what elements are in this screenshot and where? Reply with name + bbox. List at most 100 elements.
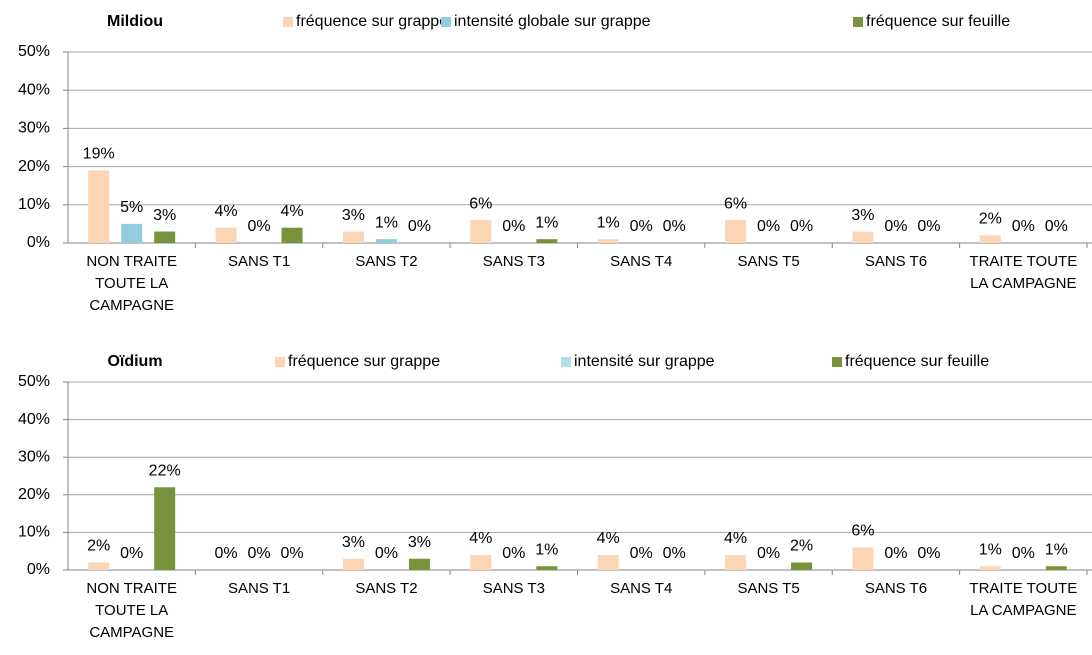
bar — [342, 558, 364, 570]
bar — [470, 554, 492, 570]
value-label: 3% — [408, 534, 431, 551]
bar — [470, 220, 492, 243]
bar — [375, 239, 397, 243]
value-label: 0% — [502, 545, 525, 562]
bar — [154, 487, 176, 570]
value-label: 0% — [281, 545, 304, 562]
bar — [121, 223, 143, 243]
x-tick-label: SANS T3 — [482, 253, 545, 270]
chart-title: Mildiou — [107, 13, 163, 30]
value-label: 1% — [597, 214, 620, 231]
value-label: 19% — [83, 146, 115, 163]
x-tick-label: TRAITE TOUTE LA CAMPAGNE — [969, 580, 1078, 619]
legend-label: intensité sur grappe — [574, 353, 715, 370]
value-label: 1% — [535, 214, 558, 231]
value-label: 5% — [120, 199, 143, 216]
y-tick-label: 20% — [18, 486, 50, 503]
bar — [979, 235, 1001, 243]
value-label: 0% — [248, 218, 271, 235]
bar — [88, 562, 110, 570]
x-tick-label: SANS T2 — [355, 253, 418, 270]
x-tick-label: SANS T4 — [610, 253, 673, 270]
value-label: 0% — [663, 545, 686, 562]
value-label: 22% — [149, 462, 181, 479]
legend-swatch — [832, 357, 842, 367]
x-tick-label: SANS T5 — [737, 253, 800, 270]
legend-swatch — [275, 357, 285, 367]
y-tick-label: 30% — [18, 120, 50, 137]
value-label: 0% — [884, 545, 907, 562]
bar — [408, 558, 430, 570]
legend-swatch — [441, 17, 451, 27]
value-label: 2% — [979, 211, 1002, 228]
value-label: 0% — [917, 218, 940, 235]
legend-swatch — [853, 17, 863, 27]
legend-swatch — [561, 357, 571, 367]
x-tick-label: NON TRAITE TOUTE LA CAMPAGNE — [86, 253, 177, 314]
chart-title: Oïdium — [107, 353, 162, 370]
y-tick-label: 50% — [18, 43, 50, 60]
value-label: 0% — [248, 545, 271, 562]
x-tick-label: SANS T6 — [864, 253, 928, 270]
value-label: 4% — [724, 530, 747, 547]
x-tick-label: SANS T4 — [610, 580, 673, 597]
x-tick-label: SANS T1 — [227, 253, 291, 270]
bar — [536, 239, 558, 243]
bar — [725, 220, 747, 243]
value-label: 0% — [215, 545, 238, 562]
value-label: 4% — [597, 530, 620, 547]
value-label: 3% — [342, 207, 365, 224]
bar — [725, 554, 747, 570]
x-tick-label: TRAITE TOUTE LA CAMPAGNE — [969, 253, 1078, 292]
value-label: 2% — [87, 538, 110, 555]
legend-label: fréquence sur feuille — [866, 13, 1010, 30]
bar — [852, 231, 874, 243]
y-tick-label: 40% — [18, 81, 50, 98]
value-label: 0% — [757, 545, 780, 562]
value-label: 0% — [884, 218, 907, 235]
bar — [852, 547, 874, 570]
bar — [88, 170, 110, 243]
value-label: 0% — [120, 545, 143, 562]
value-label: 0% — [917, 545, 940, 562]
bar — [597, 239, 619, 243]
bar — [1045, 566, 1067, 570]
y-tick-label: 10% — [18, 524, 50, 541]
x-tick-label: SANS T6 — [864, 580, 928, 597]
value-label: 0% — [1045, 218, 1068, 235]
y-tick-label: 50% — [18, 373, 50, 390]
value-label: 0% — [1012, 218, 1035, 235]
value-label: 0% — [790, 218, 813, 235]
value-label: 0% — [408, 218, 431, 235]
value-label: 0% — [375, 545, 398, 562]
value-label: 6% — [724, 195, 747, 212]
y-tick-label: 0% — [27, 561, 50, 578]
value-label: 0% — [663, 218, 686, 235]
value-label: 1% — [979, 541, 1002, 558]
bar — [791, 562, 813, 570]
bar — [342, 231, 364, 243]
y-tick-label: 10% — [18, 196, 50, 213]
legend-swatch — [283, 17, 293, 27]
x-tick-label: SANS T2 — [355, 580, 418, 597]
legend-label: fréquence sur grappe — [296, 13, 448, 30]
value-label: 4% — [281, 203, 304, 220]
x-tick-label: SANS T5 — [737, 580, 800, 597]
value-label: 0% — [630, 545, 653, 562]
y-tick-label: 30% — [18, 448, 50, 465]
y-tick-label: 0% — [27, 234, 50, 251]
value-label: 1% — [535, 541, 558, 558]
y-tick-label: 20% — [18, 158, 50, 175]
legend-label: fréquence sur grappe — [288, 353, 440, 370]
value-label: 6% — [469, 195, 492, 212]
bar — [154, 231, 176, 243]
value-label: 4% — [469, 530, 492, 547]
value-label: 0% — [757, 218, 780, 235]
value-label: 1% — [1045, 541, 1068, 558]
x-tick-label: SANS T3 — [482, 580, 545, 597]
value-label: 3% — [851, 207, 874, 224]
value-label: 1% — [375, 214, 398, 231]
bar — [215, 227, 237, 243]
